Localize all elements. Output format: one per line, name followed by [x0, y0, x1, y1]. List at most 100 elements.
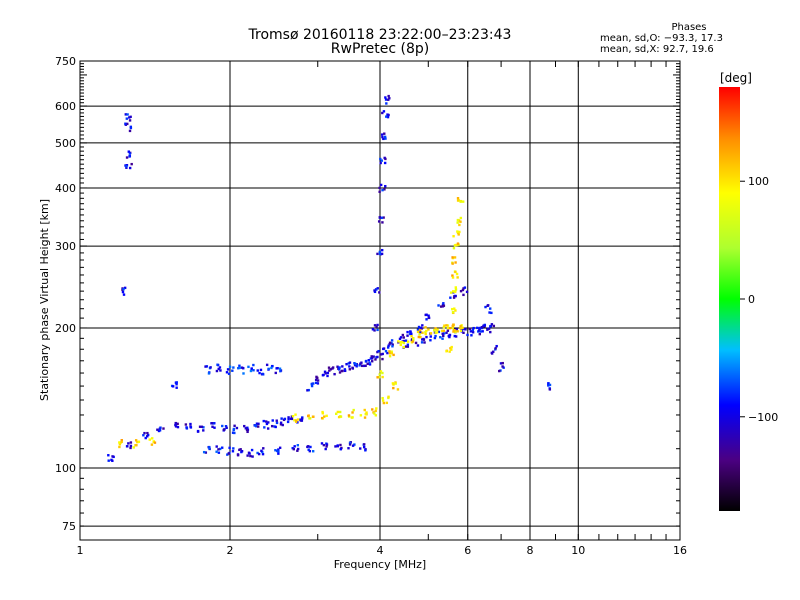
data-point	[387, 395, 390, 398]
data-point	[266, 427, 270, 430]
data-point	[396, 388, 400, 391]
data-point	[364, 364, 367, 367]
axis-ticks	[79, 60, 681, 540]
data-point	[452, 235, 455, 238]
data-point	[334, 445, 337, 448]
data-point	[162, 427, 165, 430]
data-point	[239, 448, 242, 451]
data-point	[373, 289, 376, 292]
data-point	[232, 427, 236, 431]
colorbar-tick-label: −100	[748, 411, 778, 424]
data-point	[377, 349, 380, 353]
data-point	[417, 325, 421, 329]
data-point	[465, 290, 469, 294]
data-point	[410, 334, 413, 338]
data-point	[216, 363, 219, 366]
data-point	[296, 418, 300, 421]
data-point	[274, 449, 277, 452]
data-point	[402, 336, 405, 339]
data-point	[225, 371, 229, 374]
data-point	[215, 450, 218, 453]
data-point	[441, 337, 444, 340]
data-point	[479, 326, 482, 330]
data-point	[286, 420, 290, 424]
data-point	[380, 133, 384, 136]
data-point	[351, 411, 354, 414]
data-point	[429, 332, 433, 335]
data-point	[210, 422, 214, 425]
data-point	[378, 291, 381, 294]
data-point	[205, 365, 209, 368]
data-point	[374, 358, 377, 361]
data-point	[291, 414, 295, 418]
data-point	[246, 430, 249, 434]
data-point	[300, 417, 304, 420]
data-point	[348, 361, 352, 364]
data-point	[456, 230, 459, 233]
y-tick-label: 200	[55, 322, 76, 335]
data-point	[381, 396, 384, 400]
data-point	[409, 330, 412, 333]
data-point	[322, 443, 326, 447]
data-point	[351, 367, 355, 370]
data-point	[294, 420, 298, 423]
data-point	[107, 459, 110, 462]
data-point	[436, 328, 439, 331]
data-point	[455, 272, 459, 276]
data-point	[219, 369, 222, 372]
data-point	[128, 119, 132, 122]
data-point	[253, 424, 257, 427]
data-point	[378, 252, 382, 256]
data-point	[382, 110, 386, 113]
data-point	[128, 116, 131, 119]
data-point	[306, 445, 309, 449]
data-point	[287, 417, 290, 421]
data-point	[399, 343, 402, 347]
data-point	[378, 373, 381, 376]
data-point	[256, 451, 259, 455]
data-point	[490, 351, 494, 355]
data-point	[307, 414, 310, 417]
data-point	[380, 216, 383, 220]
data-point	[231, 369, 234, 372]
data-point	[501, 365, 504, 368]
data-point	[373, 290, 377, 294]
data-point	[222, 428, 226, 431]
data-point	[454, 294, 457, 298]
data-point	[232, 366, 235, 369]
data-point	[424, 332, 427, 336]
data-point	[338, 410, 342, 414]
data-point	[323, 415, 326, 418]
data-point	[462, 331, 465, 335]
data-point	[461, 288, 465, 292]
data-point	[176, 422, 179, 426]
data-point	[129, 441, 133, 444]
data-point	[448, 350, 451, 353]
data-point	[362, 445, 366, 449]
data-point	[387, 98, 390, 101]
data-point	[381, 135, 384, 139]
data-point	[387, 113, 390, 117]
data-point	[159, 426, 162, 429]
data-point	[374, 288, 378, 291]
data-point	[125, 166, 128, 169]
data-point	[454, 270, 457, 274]
data-point	[424, 326, 427, 329]
data-point	[125, 117, 129, 120]
data-point	[142, 434, 145, 437]
data-point	[425, 335, 428, 339]
data-point	[353, 443, 356, 446]
data-point	[452, 296, 456, 299]
data-point	[406, 330, 409, 334]
data-point	[146, 431, 149, 435]
data-point	[458, 230, 461, 234]
y-tick-label: 300	[55, 240, 76, 253]
data-point	[351, 416, 354, 419]
data-point	[293, 445, 296, 448]
data-point	[213, 426, 216, 429]
data-point	[329, 368, 332, 371]
data-point	[470, 334, 473, 337]
data-point	[267, 421, 270, 424]
data-point	[459, 326, 462, 330]
data-point	[144, 436, 147, 440]
